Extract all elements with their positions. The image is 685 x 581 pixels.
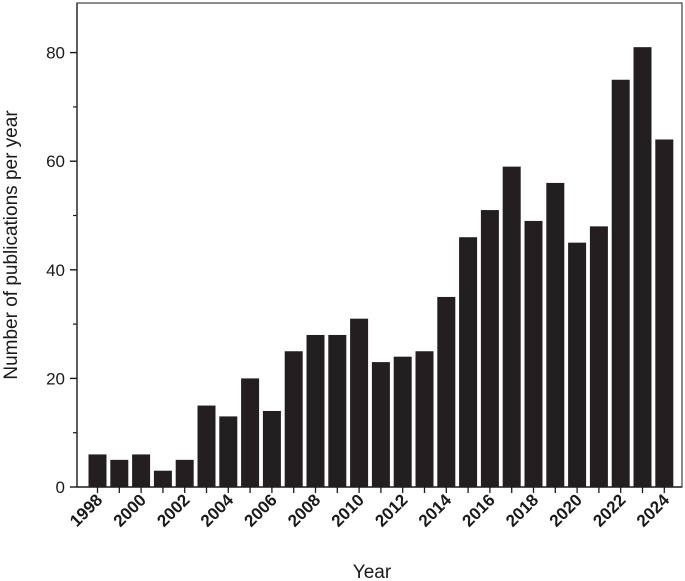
x-tick-label-2020: 2020 — [546, 490, 586, 530]
y-tick-label: 40 — [46, 261, 65, 280]
y-tick-label: 20 — [46, 369, 65, 388]
bar-2004 — [219, 416, 238, 487]
bar-2009 — [328, 334, 347, 487]
bar-2000 — [132, 454, 151, 487]
bar-2005 — [241, 378, 260, 487]
x-tick-label-2006: 2006 — [241, 490, 281, 530]
bar-2021 — [589, 226, 608, 488]
x-tick-label-2022: 2022 — [589, 490, 629, 530]
bar-2016 — [480, 210, 499, 487]
y-tick-label: 80 — [46, 44, 65, 63]
bar-2008 — [306, 334, 325, 487]
bar-2010 — [350, 318, 369, 487]
x-tick-label-2000: 2000 — [110, 490, 150, 530]
x-axis-label: Year — [353, 562, 392, 581]
x-tick-label-2010: 2010 — [328, 490, 368, 530]
x-tick-label-2012: 2012 — [371, 490, 411, 530]
y-axis-ticks: 0 20 40 60 80 — [46, 44, 77, 497]
bar-2006 — [262, 410, 281, 487]
bar-2011 — [371, 362, 390, 487]
x-tick-label-2018: 2018 — [502, 490, 542, 530]
x-tick-label-2002: 2002 — [153, 490, 193, 530]
bar-2012 — [393, 356, 412, 487]
x-tick-label-2014: 2014 — [415, 490, 456, 531]
bar-2001 — [153, 470, 172, 487]
bar-2017 — [502, 166, 521, 487]
x-tick-label-2016: 2016 — [459, 490, 499, 530]
bar-2018 — [524, 220, 543, 487]
y-tick-label: 0 — [56, 478, 65, 497]
bar-2019 — [546, 182, 565, 488]
bar-2013 — [415, 351, 434, 487]
bar-2002 — [175, 459, 194, 487]
bar-2003 — [197, 405, 216, 487]
bar-series — [88, 47, 674, 488]
bar-1998 — [88, 454, 107, 487]
bar-2015 — [459, 237, 478, 487]
y-tick-label: 60 — [46, 152, 65, 171]
bar-2020 — [568, 242, 587, 487]
bar-2022 — [611, 79, 630, 487]
bar-2024 — [655, 139, 674, 488]
x-tick-label-1998: 1998 — [66, 490, 106, 530]
bar-2007 — [284, 351, 303, 487]
x-tick-label-2024: 2024 — [633, 490, 674, 531]
bar-1999 — [110, 459, 129, 487]
bar-2023 — [633, 47, 652, 488]
x-tick-label-2008: 2008 — [284, 490, 324, 530]
x-axis-ticks: 1998 2000 2002 2004 2006 2008 2010 2012 2014 2016… — [66, 487, 674, 531]
x-tick-label-2004: 2004 — [197, 490, 238, 531]
y-axis-label: Number of publications per year — [1, 110, 22, 380]
bar-2014 — [437, 296, 456, 487]
